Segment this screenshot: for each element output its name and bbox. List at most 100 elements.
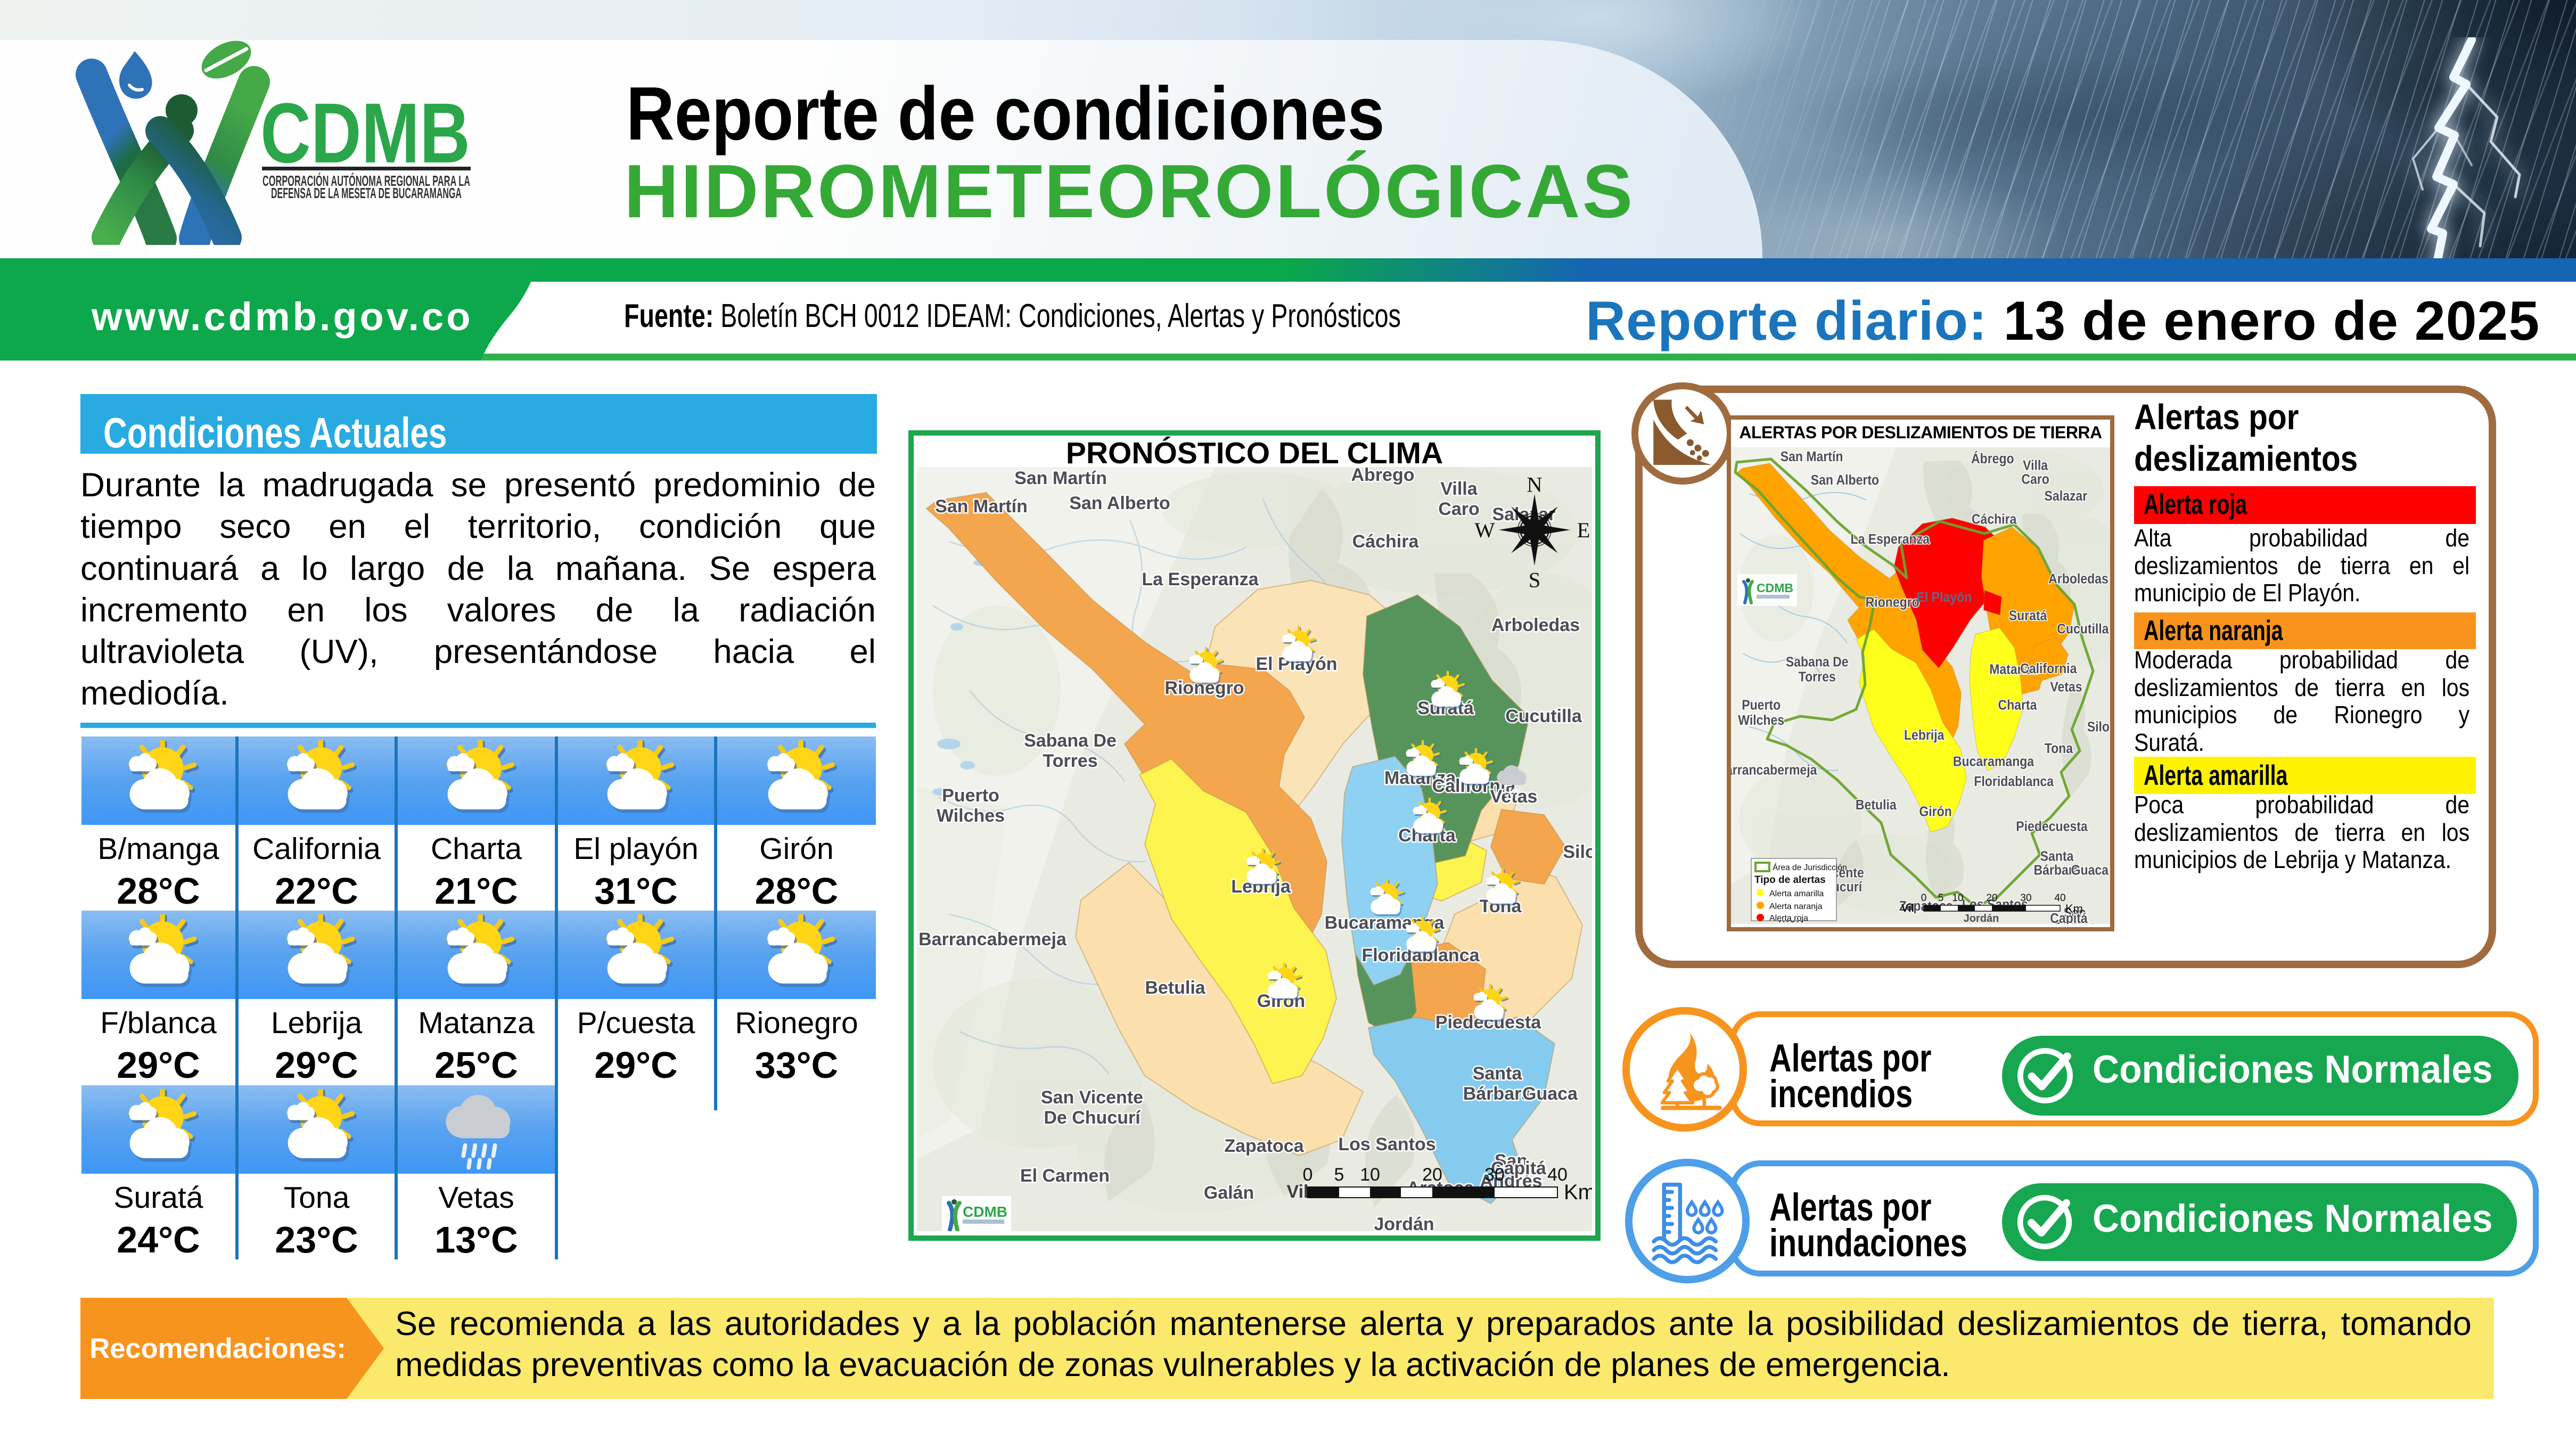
svg-text:Silos: Silos	[2087, 719, 2110, 734]
svg-text:Zapatoca: Zapatoca	[1224, 1136, 1304, 1156]
svg-text:San Martín: San Martín	[935, 496, 1028, 517]
svg-text:La Esperanza: La Esperanza	[1851, 532, 1930, 547]
svg-text:Girón: Girón	[1919, 804, 1951, 819]
svg-text:Villa: Villa	[1440, 479, 1478, 499]
svg-text:Recomendaciones:: Recomendaciones:	[89, 1333, 346, 1364]
svg-text:N: N	[1527, 472, 1542, 496]
svg-text:Tona: Tona	[2045, 741, 2073, 756]
svg-text:Galán: Galán	[1204, 1183, 1254, 1203]
svg-text:www.cdmb.gov.co: www.cdmb.gov.co	[91, 294, 473, 339]
svg-text:Sabana De: Sabana De	[1024, 731, 1117, 751]
svg-text:Matanza: Matanza	[1989, 662, 2038, 677]
svg-text:Salazar: Salazar	[2045, 489, 2088, 504]
svg-text:Floridablanca: Floridablanca	[1974, 774, 2054, 789]
svg-text:Cáchira: Cáchira	[1352, 531, 1420, 552]
svg-text:5: 5	[1938, 893, 1944, 904]
svg-text:Piedecuesta: Piedecuesta	[2016, 819, 2088, 834]
svg-text:Wilches: Wilches	[937, 806, 1005, 826]
svg-text:E: E	[1577, 518, 1590, 542]
svg-text:20: 20	[1422, 1165, 1442, 1185]
svg-text:Puerto: Puerto	[942, 785, 999, 806]
svg-text:10: 10	[1952, 893, 1963, 904]
svg-text:Wilches: Wilches	[1738, 713, 1784, 728]
svg-text:Cucutilla: Cucutilla	[2057, 621, 2109, 636]
svg-text:30: 30	[1484, 1165, 1505, 1185]
svg-text:De Chucurí: De Chucurí	[1044, 1108, 1141, 1128]
svg-text:Guaca: Guaca	[1522, 1084, 1578, 1104]
svg-text:Santa: Santa	[1473, 1063, 1523, 1084]
svg-text:S: S	[1529, 568, 1541, 592]
svg-text:Silos: Silos	[1563, 842, 1592, 862]
svg-text:DEFENSA DE LA MESETA DE BUCARA: DEFENSA DE LA MESETA DE BUCARAMANGA	[271, 185, 462, 201]
svg-text:Barrancabermeja: Barrancabermeja	[1731, 763, 1817, 777]
svg-text:Cáchira: Cáchira	[1972, 512, 2017, 527]
svg-text:California: California	[2020, 661, 2077, 676]
svg-text:CDMB: CDMB	[963, 1204, 1007, 1220]
svg-text:Arboledas: Arboledas	[2048, 572, 2109, 587]
svg-text:Jordán: Jordán	[1374, 1214, 1434, 1231]
svg-text:Vil: Vil	[1287, 1182, 1309, 1202]
svg-text:Rionegro: Rionegro	[1164, 678, 1244, 698]
svg-text:San Martín: San Martín	[1781, 449, 1843, 464]
svg-text:Alerta roja: Alerta roja	[1769, 914, 1808, 923]
svg-text:Barrancabermeja: Barrancabermeja	[918, 929, 1067, 949]
svg-text:San Alberto: San Alberto	[1069, 493, 1170, 513]
svg-text:0: 0	[1921, 893, 1927, 904]
svg-text:San Vicente: San Vicente	[1041, 1087, 1143, 1108]
svg-text:Torres: Torres	[1799, 670, 1836, 685]
svg-text:Caro: Caro	[2021, 472, 2049, 487]
svg-text:Lebrija: Lebrija	[1904, 728, 1945, 743]
svg-text:30: 30	[2020, 893, 2031, 904]
svg-text:Torres: Torres	[1043, 751, 1097, 771]
svg-text:Cucutilla: Cucutilla	[1505, 706, 1582, 726]
svg-text:Rionegro: Rionegro	[1866, 595, 1919, 610]
svg-text:Bárbara: Bárbara	[1463, 1084, 1532, 1104]
svg-text:40: 40	[2054, 893, 2065, 904]
svg-text:Suratá: Suratá	[2009, 608, 2047, 623]
svg-text:Guaca: Guaca	[2071, 863, 2109, 878]
svg-text:Km: Km	[2065, 902, 2083, 915]
svg-text:Bárbara: Bárbara	[2034, 863, 2080, 878]
svg-text:Vil: Vil	[1901, 903, 1914, 914]
svg-text:CORPORACIÓN AUTÓNOMA REGIONAL: CORPORACIÓN AUTÓNOMA REGIONAL PARA LA	[262, 173, 470, 189]
svg-text:Betulia: Betulia	[1145, 978, 1205, 998]
svg-text:Km: Km	[1564, 1181, 1592, 1204]
svg-text:5: 5	[1334, 1165, 1344, 1185]
svg-text:Capitá: Capitá	[1491, 1158, 1546, 1178]
svg-text:Vetas: Vetas	[2050, 680, 2082, 694]
svg-text:Caro: Caro	[1438, 499, 1479, 519]
svg-text:20: 20	[1986, 893, 1997, 904]
svg-text:Ábrego: Ábrego	[1971, 451, 2014, 466]
svg-text:Villa: Villa	[2023, 458, 2048, 473]
svg-text:San: San	[2064, 905, 2086, 920]
svg-text:Santa: Santa	[2040, 849, 2074, 864]
svg-text:San: San	[1495, 1151, 1528, 1171]
svg-text:La Esperanza: La Esperanza	[1142, 569, 1259, 590]
svg-text:Sabana De: Sabana De	[1786, 655, 1849, 670]
svg-text:Betulia: Betulia	[1856, 798, 1897, 813]
svg-text:Alerta amarilla: Alerta amarilla	[1769, 889, 1824, 898]
svg-text:Alerta naranja: Alerta naranja	[1769, 902, 1823, 911]
svg-text:Puerto: Puerto	[1742, 698, 1781, 713]
svg-text:El Carmen: El Carmen	[1020, 1166, 1110, 1186]
svg-text:CDMB: CDMB	[260, 85, 470, 181]
svg-text:Bucaramanga: Bucaramanga	[1953, 755, 2034, 769]
svg-text:0: 0	[1303, 1165, 1313, 1185]
svg-text:Charta: Charta	[1998, 698, 2037, 713]
svg-text:Los Santos: Los Santos	[1338, 1134, 1435, 1155]
svg-text:San Alberto: San Alberto	[1811, 473, 1879, 488]
svg-text:San Martín: San Martín	[1014, 468, 1107, 488]
svg-text:El Playón: El Playón	[1917, 590, 1972, 605]
svg-text:Andrés: Andrés	[2054, 920, 2096, 924]
svg-text:Área de Jurisdicción: Área de Jurisdicción	[1773, 863, 1847, 872]
svg-text:Ábrego: Ábrego	[1351, 467, 1415, 485]
svg-text:Tipo de alertas: Tipo de alertas	[1754, 874, 1826, 886]
svg-text:W: W	[1474, 518, 1495, 542]
svg-text:CDMB: CDMB	[1757, 581, 1793, 595]
svg-text:Capitá: Capitá	[2050, 911, 2088, 924]
svg-text:Arboledas: Arboledas	[1491, 615, 1580, 635]
svg-text:Jordán: Jordán	[1964, 913, 1999, 924]
svg-text:Floridablanca: Floridablanca	[1361, 945, 1480, 965]
svg-text:10: 10	[1360, 1165, 1380, 1185]
svg-text:40: 40	[1547, 1165, 1568, 1185]
